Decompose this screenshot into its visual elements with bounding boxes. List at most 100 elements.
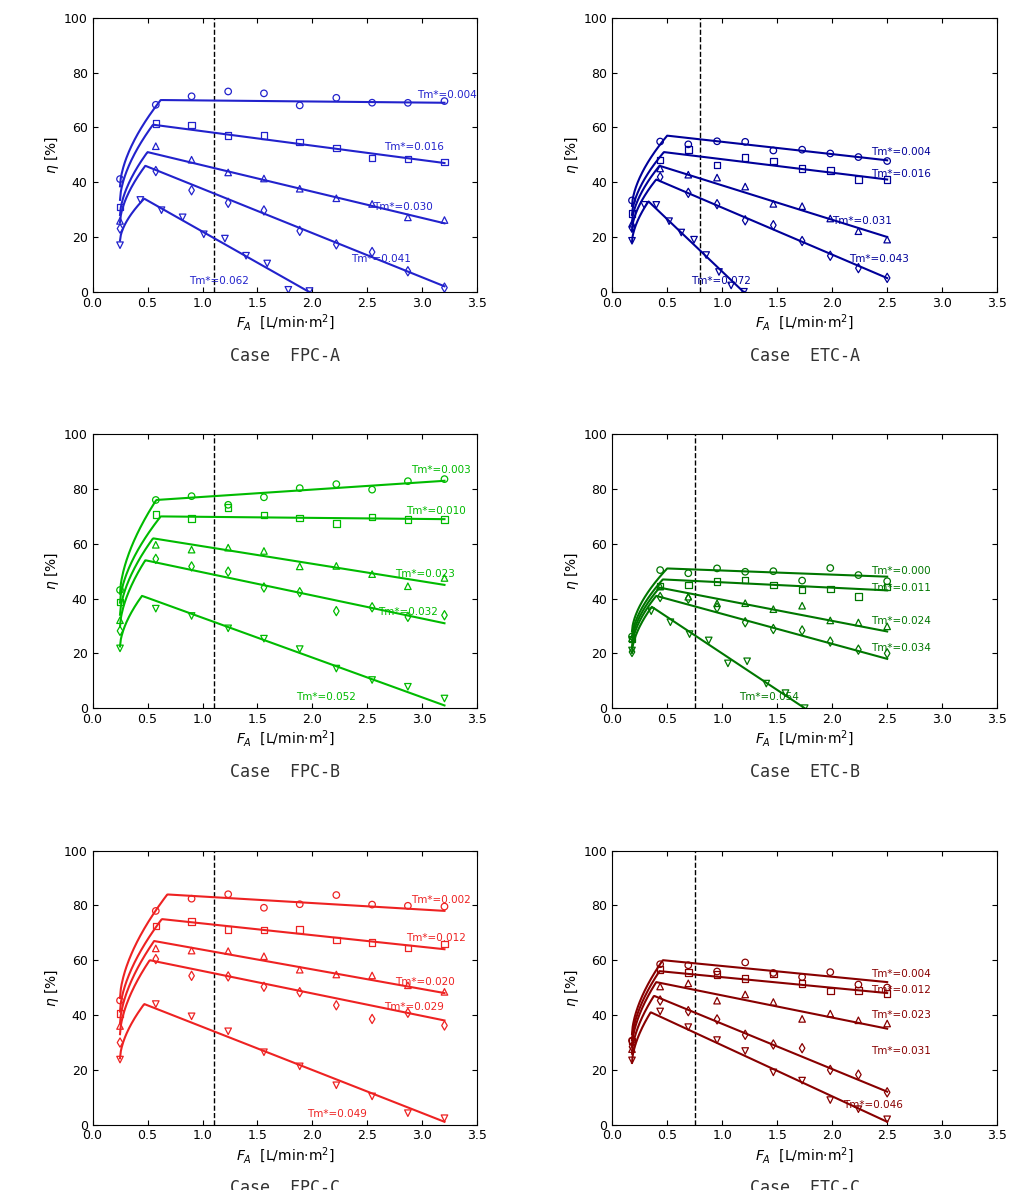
Point <box>400 677 416 696</box>
Point <box>112 1050 128 1069</box>
Point <box>364 670 380 689</box>
Point <box>642 602 659 621</box>
Point <box>436 569 452 588</box>
Point <box>636 195 653 214</box>
Text: Tm*=0.046: Tm*=0.046 <box>843 1101 903 1110</box>
Point <box>183 557 199 576</box>
Point <box>220 82 236 101</box>
Point <box>879 644 895 663</box>
Text: Case  ETC-A: Case ETC-A <box>749 346 859 364</box>
Point <box>256 578 272 597</box>
Point <box>850 1010 867 1029</box>
Text: Tm*=0.062: Tm*=0.062 <box>189 276 249 286</box>
Point <box>436 511 452 530</box>
Point <box>681 963 697 982</box>
Point <box>652 588 668 607</box>
Point <box>624 1031 640 1050</box>
Point <box>822 632 839 651</box>
Point <box>709 195 726 214</box>
Point <box>681 165 697 184</box>
Point <box>765 562 781 581</box>
Point <box>822 610 839 630</box>
Text: Tm*=0.000: Tm*=0.000 <box>871 566 930 576</box>
Point <box>850 640 867 659</box>
Point <box>822 144 839 163</box>
Point <box>737 1026 754 1045</box>
Point <box>220 538 236 557</box>
Point <box>709 594 726 613</box>
Point <box>328 138 344 157</box>
Text: Case  ETC-B: Case ETC-B <box>749 763 859 781</box>
Point <box>794 967 810 987</box>
Point <box>850 1100 867 1119</box>
Point <box>364 93 380 112</box>
Point <box>652 132 668 151</box>
Point <box>256 1042 272 1061</box>
Point <box>850 613 867 632</box>
Point <box>765 575 781 594</box>
Point <box>436 1016 452 1035</box>
Point <box>681 183 697 202</box>
Point <box>292 1057 308 1076</box>
Point <box>737 953 754 972</box>
Point <box>681 139 697 158</box>
Point <box>112 991 128 1010</box>
Point <box>709 132 726 151</box>
Point <box>220 193 236 212</box>
Point <box>148 901 164 920</box>
Point <box>624 630 640 649</box>
Point <box>624 641 640 660</box>
Text: Case  FPC-C: Case FPC-C <box>230 1179 340 1190</box>
Point <box>765 194 781 213</box>
Text: Tm*=0.072: Tm*=0.072 <box>692 276 751 286</box>
Point <box>850 170 867 189</box>
Point <box>436 211 452 230</box>
Point <box>256 126 272 145</box>
Point <box>624 203 640 223</box>
Point <box>400 150 416 169</box>
Point <box>765 965 781 984</box>
Text: Tm*=0.002: Tm*=0.002 <box>411 895 471 904</box>
Point <box>879 1083 895 1102</box>
Point <box>183 150 199 169</box>
Point <box>624 218 640 237</box>
Point <box>328 885 344 904</box>
Text: Tm*=0.031: Tm*=0.031 <box>833 215 892 226</box>
Point <box>256 630 272 649</box>
Point <box>364 597 380 616</box>
Point <box>794 232 810 251</box>
Point <box>879 151 895 170</box>
Text: Tm*=0.052: Tm*=0.052 <box>296 693 356 702</box>
Point <box>153 201 170 220</box>
Point <box>681 564 697 583</box>
Point <box>765 1063 781 1082</box>
Y-axis label: $\eta$ [%]: $\eta$ [%] <box>43 969 61 1007</box>
Point <box>148 916 164 935</box>
Point <box>400 208 416 227</box>
Point <box>280 281 296 300</box>
Point <box>624 628 640 647</box>
Point <box>850 975 867 994</box>
Point <box>400 896 416 915</box>
Text: Tm*=0.011: Tm*=0.011 <box>871 583 930 593</box>
Point <box>652 991 668 1010</box>
Point <box>328 475 344 494</box>
Point <box>400 607 416 626</box>
Point <box>220 495 236 514</box>
Point <box>681 973 697 992</box>
Point <box>652 159 668 178</box>
Text: Tm*=0.012: Tm*=0.012 <box>406 933 466 944</box>
Point <box>822 161 839 180</box>
Point <box>879 269 895 288</box>
Text: Tm*=0.016: Tm*=0.016 <box>384 142 444 151</box>
Point <box>822 558 839 577</box>
Point <box>879 1014 895 1033</box>
Point <box>879 571 895 590</box>
Y-axis label: $\eta$ [%]: $\eta$ [%] <box>43 136 61 174</box>
Point <box>624 627 640 646</box>
Point <box>681 134 697 154</box>
Text: Tm*=0.020: Tm*=0.020 <box>395 977 454 987</box>
Point <box>328 234 344 253</box>
Point <box>220 126 236 145</box>
Point <box>364 933 380 952</box>
